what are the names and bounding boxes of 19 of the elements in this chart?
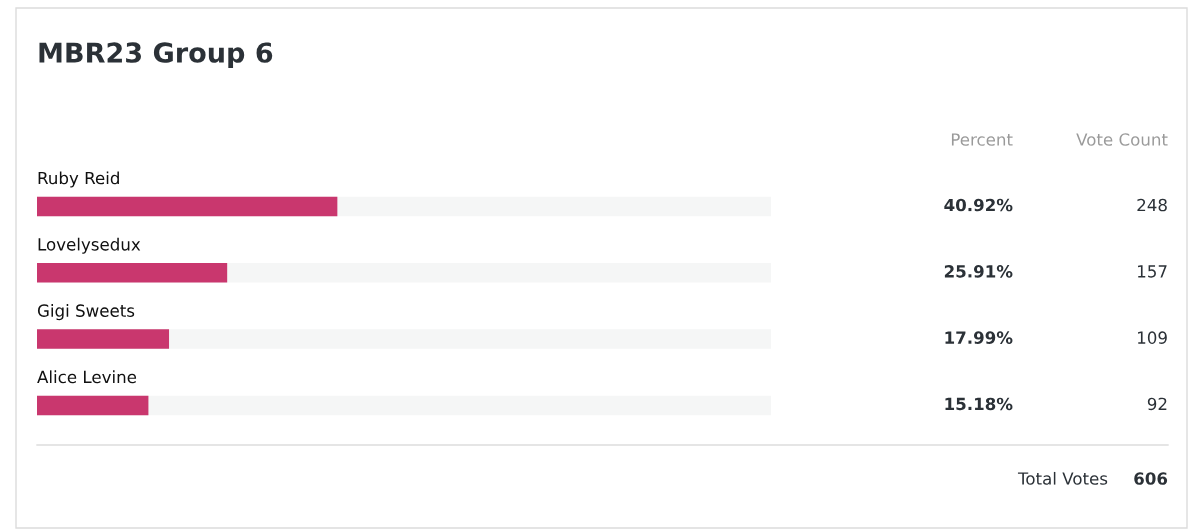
chart-title: MBR23 Group 6 — [39, 42, 273, 69]
text: Vote Count — [1076, 133, 1168, 146]
bar — [37, 329, 170, 349]
data-label: 17.99% — [945, 331, 1013, 344]
data-label: 15.18% — [945, 397, 1013, 411]
text: 157 — [1138, 265, 1167, 278]
text: Percent — [951, 133, 1013, 146]
text: 109 — [1138, 331, 1167, 344]
y-tick-label: Ruby Reid — [38, 171, 119, 188]
data-label: 25.91% — [944, 265, 1013, 278]
text: Total Votes — [1017, 471, 1108, 485]
y-tick-label: Alice Levine — [37, 370, 137, 384]
y-tick-label: Lovelysedux — [38, 237, 141, 254]
bar — [37, 395, 149, 416]
text: 606 — [1134, 472, 1168, 485]
text: 92 — [1147, 397, 1167, 411]
y-tick-label: Gigi Sweets — [37, 304, 135, 321]
data-label: 40.92% — [944, 198, 1013, 212]
text: 248 — [1137, 198, 1167, 212]
